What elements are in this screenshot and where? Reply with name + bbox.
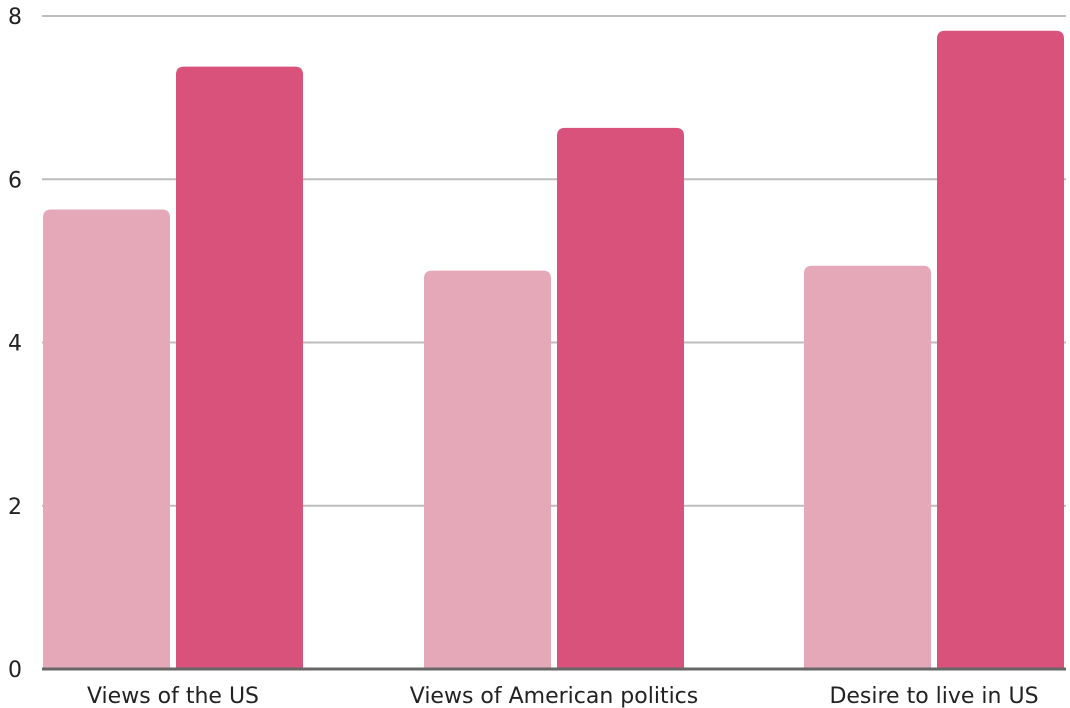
bar-1-series-1 <box>557 127 684 670</box>
bar-2-series-1 <box>937 30 1064 669</box>
x-tick-label-2: Desire to live in US <box>829 684 1038 708</box>
x-tick-label-0: Views of the US <box>87 684 259 708</box>
bars <box>43 30 1064 670</box>
bar-2-series-0 <box>804 265 931 669</box>
y-tick-label-4: 4 <box>8 332 22 357</box>
bar-1-series-0 <box>424 270 551 669</box>
y-tick-label-8: 8 <box>8 5 22 30</box>
y-tick-label-0: 0 <box>8 658 22 683</box>
y-tick-labels: 0 2 4 6 8 <box>8 5 22 683</box>
bar-0-series-0 <box>43 209 170 670</box>
y-tick-label-2: 2 <box>8 495 22 520</box>
y-tick-label-6: 6 <box>8 168 22 193</box>
x-tick-labels: Views of the US Views of American politic… <box>87 684 1039 708</box>
x-tick-label-1: Views of American politics <box>410 684 699 708</box>
bar-0-series-1 <box>176 66 303 670</box>
